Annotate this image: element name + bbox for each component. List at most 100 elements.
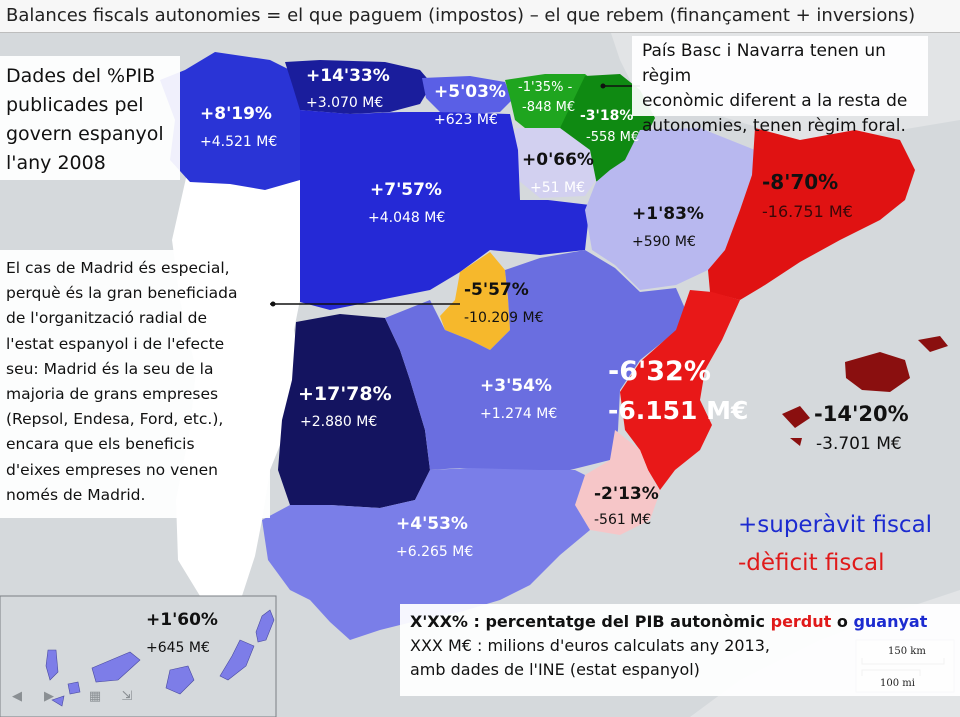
region-rioja: [510, 128, 596, 198]
region-cantabria: [422, 76, 512, 114]
region-castilla-mancha: [385, 250, 690, 470]
label-andalucia-pct: +4'53%: [396, 514, 468, 534]
region-madrid: [440, 252, 510, 350]
label-galicia-value: +4.521 M€: [200, 134, 278, 150]
key-pct-prefix: X'XX% : percentatge del PIB autonòmic: [410, 612, 766, 631]
label-valencia-pct: -6'32%: [608, 356, 711, 387]
label-aragon-pct: +1'83%: [632, 204, 704, 224]
label-balears-pct: -14'20%: [814, 402, 909, 426]
label-castilla-mancha-pct: +3'54%: [480, 376, 552, 396]
key-gained: guanyat: [853, 612, 928, 631]
label-catalunya-value: -16.751 M€: [762, 202, 853, 221]
canarias-islands: [45, 609, 275, 707]
label-cantabria-value: +623 M€: [434, 112, 498, 128]
region-asturias: [285, 60, 432, 114]
legend-surplus: +superàvit fiscal: [738, 512, 933, 538]
page-title: Balances fiscals autonomies = el que pag…: [6, 5, 916, 26]
region-valencia: [620, 290, 740, 490]
label-castilla-mancha-value: +1.274 M€: [480, 406, 558, 422]
region-castilla-leon: [300, 110, 590, 310]
madrid-line: només de Madrid.: [6, 485, 146, 504]
island-la-gomera: [67, 681, 81, 695]
key-box: X'XX% : percentatge del PIB autonòmic pe…: [400, 604, 960, 696]
key-lost: perdut: [770, 612, 832, 631]
label-murcia-pct: -2'13%: [594, 484, 659, 504]
label-andalucia-value: +6.265 M€: [396, 544, 474, 560]
label-euskadi-pct: -1'35% -: [518, 80, 573, 95]
key-line-3: amb dades de l'INE (estat espanyol): [410, 660, 700, 679]
label-asturias-pct: +14'33%: [306, 66, 390, 86]
region-catalunya: [708, 128, 915, 300]
label-euskadi-value: -848 M€: [522, 100, 576, 115]
back-icon[interactable]: ◀: [12, 689, 22, 704]
label-canarias-value: +645 M€: [146, 640, 210, 656]
madrid-line: (Repsol, Endesa, Ford, etc.),: [6, 410, 224, 429]
label-asturias-value: +3.070 M€: [306, 95, 384, 111]
region-euskadi: [505, 74, 600, 132]
region-balears-formentera: [790, 438, 802, 446]
label-madrid-pct: -5'57%: [464, 280, 529, 300]
label-extremadura-pct: +17'78%: [298, 383, 392, 405]
region-balears-eivissa: [782, 406, 810, 428]
source-line: Dades del %PIB: [6, 65, 156, 87]
label-castilla-leon-pct: +7'57%: [370, 180, 442, 200]
island-gran-canaria: [165, 665, 195, 695]
label-balears-value: -3.701 M€: [816, 434, 902, 454]
madrid-pointer-dot: [270, 301, 276, 307]
label-madrid-value: -10.209 M€: [464, 310, 544, 326]
label-galicia-pct: +8'19%: [200, 104, 272, 124]
slides-icon[interactable]: ▦: [88, 689, 102, 704]
label-catalunya-pct: -8'70%: [762, 170, 839, 194]
island-el-hierro: [51, 695, 65, 707]
title-bar: Balances fiscals autonomies = el que pag…: [0, 0, 960, 33]
region-balears-mallorca: [845, 352, 910, 392]
island-fuerteventura: [219, 639, 255, 681]
source-note: Dades del %PIB publicades pel govern esp…: [0, 56, 180, 180]
scale-mi-label: 100 mi: [880, 678, 915, 689]
expand-icon[interactable]: ⇲: [121, 689, 133, 704]
label-castilla-leon-value: +4.048 M€: [368, 210, 446, 226]
label-canarias-pct: +1'60%: [146, 610, 218, 630]
scale-km-label: 150 km: [888, 646, 926, 657]
label-navarra-value: -558 M€: [586, 130, 640, 145]
region-extremadura: [278, 314, 430, 508]
foral-pointer-dot: [600, 83, 606, 89]
label-murcia-value: -561 M€: [594, 512, 652, 528]
label-valencia-value: -6.151 M€: [608, 396, 749, 425]
foral-line: País Basc i Navarra tenen un règim: [642, 41, 886, 86]
madrid-line: de l'organització radial de: [6, 309, 207, 328]
key-or: o: [836, 612, 848, 631]
region-galicia: [160, 52, 300, 190]
madrid-line: El cas de Madrid és especial,: [6, 259, 230, 277]
foral-line: autonomies, tenen règim foral.: [642, 116, 906, 136]
region-murcia: [575, 430, 660, 535]
island-lanzarote: [255, 609, 275, 643]
forward-icon[interactable]: ▶: [44, 689, 54, 704]
madrid-line: encara que els beneficis: [6, 435, 195, 454]
region-balears-menorca: [918, 336, 948, 352]
region-aragon: [585, 128, 755, 290]
madrid-line: majoria de grans empreses: [6, 385, 219, 404]
label-aragon-value: +590 M€: [632, 234, 696, 250]
canarias-inset: [0, 595, 277, 717]
label-rioja-pct: +0'66%: [522, 150, 594, 170]
label-extremadura-value: +2.880 M€: [300, 414, 378, 430]
foral-line: econòmic diferent a la resta de: [642, 91, 908, 111]
madrid-line: l'estat espanyol i de l'efecte: [6, 334, 225, 353]
source-line: l'any 2008: [6, 152, 106, 174]
label-rioja-value: +51 M€: [530, 180, 585, 196]
region-andalucia: [262, 468, 590, 640]
island-la-palma: [45, 649, 59, 681]
source-line: govern espanyol: [6, 123, 164, 145]
madrid-line: perquè és la gran beneficiada: [6, 284, 238, 303]
madrid-line: seu: Madrid és la seu de la: [6, 359, 214, 378]
foral-note: País Basc i Navarra tenen un règim econò…: [632, 36, 928, 136]
label-cantabria-pct: +5'03%: [434, 82, 506, 102]
madrid-line: d'eixes empreses no venen: [6, 460, 218, 479]
label-navarra-pct: -3'18%: [580, 108, 634, 124]
legend-deficit: -dèficit fiscal: [738, 550, 885, 576]
key-line-1: X'XX% : percentatge del PIB autonòmic pe…: [410, 610, 960, 634]
source-line: publicades pel: [6, 94, 144, 116]
madrid-note: El cas de Madrid és especial, perquè és …: [0, 250, 270, 518]
